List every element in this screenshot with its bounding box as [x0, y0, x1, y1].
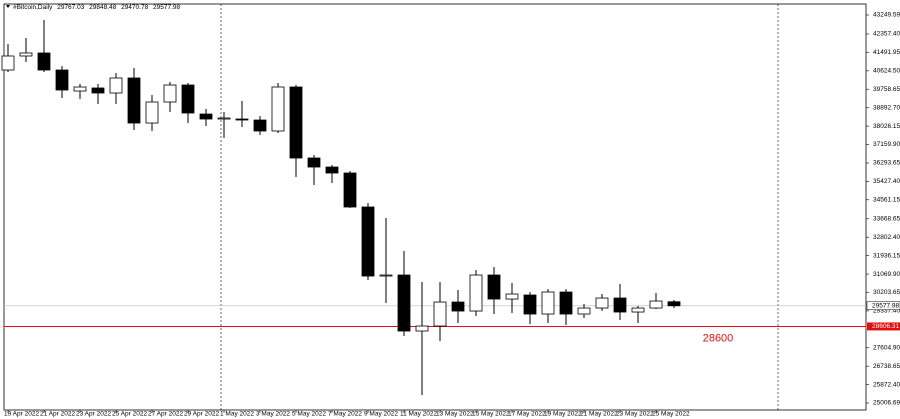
y-tick-label: 36293.65: [873, 160, 900, 167]
y-tick-label: 40624.50: [873, 68, 900, 75]
candle-body: [649, 300, 663, 309]
candle-body: [559, 291, 573, 315]
title-symbol: #Bitcoin,Daily: [13, 4, 53, 11]
x-tick-label: 3 May 2022: [256, 411, 290, 418]
candle-body: [667, 301, 681, 307]
candle-body: [181, 84, 195, 114]
candle-body: [325, 166, 339, 174]
candle-body: [487, 274, 501, 300]
candle-body: [307, 157, 321, 168]
y-tick-label: 41491.95: [873, 49, 900, 56]
candle-body: [1, 55, 15, 71]
candle-body: [235, 118, 249, 121]
x-tick-label: 21 May 2022: [580, 411, 618, 418]
candle-body: [55, 69, 69, 91]
x-tick-label: 25 May 2022: [652, 411, 690, 418]
y-tick-label: 42357.40: [873, 31, 900, 38]
x-tick-label: 23 May 2022: [616, 411, 654, 418]
x-tick-label: 21 Apr 2022: [40, 411, 75, 418]
y-tick-label: 29337.40: [873, 308, 900, 315]
candle-body: [37, 52, 51, 71]
candle-body: [631, 307, 645, 313]
menu-triangle: [6, 5, 10, 8]
x-tick-label: 1 May 2022: [220, 411, 254, 418]
x-tick-label: 9 May 2022: [364, 411, 398, 418]
candle-body: [595, 297, 609, 309]
y-tick-label: 25872.40: [873, 381, 900, 388]
candle-body: [379, 274, 393, 277]
candle-body: [523, 294, 537, 315]
candle-body: [469, 274, 483, 312]
candle-body: [109, 77, 123, 94]
y-tick-label: 43249.59: [873, 12, 900, 19]
candle-body: [361, 206, 375, 277]
candle-body: [289, 86, 303, 159]
x-tick-label: 11 May 2022: [400, 411, 437, 418]
title-low: 29470.78: [121, 4, 148, 11]
y-tick-label: 35427.40: [873, 178, 900, 185]
plot-frame: [3, 3, 867, 411]
x-tick-label: 29 Apr 2022: [184, 411, 219, 418]
title-open: 29767.03: [57, 4, 84, 11]
candle-body: [505, 293, 519, 300]
candle-body: [217, 117, 231, 120]
y-tick-label: 27604.90: [873, 344, 900, 351]
x-tick-label: 17 May 2022: [508, 411, 546, 418]
candle-body: [613, 297, 627, 313]
level-label: 28606.31: [872, 323, 899, 330]
x-tick-label: 19 Apr 2022: [4, 411, 39, 418]
candle-body: [343, 172, 357, 208]
x-tick-label: 5 May 2022: [292, 411, 326, 418]
y-tick-label: 30203.65: [873, 289, 900, 296]
level-label-box: [867, 322, 900, 331]
candle-body: [271, 86, 285, 132]
candle-body: [415, 325, 429, 332]
x-tick-label: 23 Apr 2022: [76, 411, 111, 418]
price-label-box: [866, 301, 900, 311]
y-tick-label: 37159.90: [873, 141, 900, 148]
candle-body: [541, 291, 555, 315]
chart-title: #Bitcoin,Daily 29767.03 29848.48 29470.7…: [13, 4, 181, 11]
price-label: 29577.98: [872, 302, 899, 309]
x-tick-label: 19 May 2022: [544, 411, 582, 418]
y-tick-label: 38892.70: [873, 104, 900, 111]
y-tick-label: 39758.65: [873, 86, 900, 93]
x-tick-label: 7 May 2022: [328, 411, 362, 418]
candle-body: [19, 52, 33, 57]
candle-body: [433, 301, 447, 327]
y-tick-label: 32802.40: [873, 234, 900, 241]
y-tick-label: 26738.65: [873, 363, 900, 370]
title-high: 29848.48: [89, 4, 116, 11]
level-note: 28600: [703, 332, 734, 344]
x-tick-label: 15 May 2022: [472, 411, 510, 418]
title-close: 29577.98: [153, 4, 180, 11]
candle-body: [451, 301, 465, 312]
x-tick-label: 27 Apr 2022: [148, 411, 183, 418]
y-tick-label: 38026.15: [873, 123, 900, 130]
candle-body: [253, 119, 267, 132]
y-tick-label: 33668.65: [873, 215, 900, 222]
candle-body: [163, 84, 177, 103]
candle-body: [145, 101, 159, 124]
candle-body: [127, 77, 141, 124]
y-tick-label: 31069.90: [873, 271, 900, 278]
candle-body: [73, 86, 87, 92]
candle-body: [199, 113, 213, 120]
x-tick-label: 25 Apr 2022: [112, 411, 147, 418]
x-tick-label: 13 May 2022: [436, 411, 474, 418]
y-tick-label: 34561.15: [873, 197, 900, 204]
y-tick-label: 31936.15: [873, 252, 900, 259]
candle-body: [397, 274, 411, 332]
y-tick-label: 25006.69: [873, 400, 900, 407]
candle-body: [577, 307, 591, 315]
candle-body: [91, 87, 105, 94]
